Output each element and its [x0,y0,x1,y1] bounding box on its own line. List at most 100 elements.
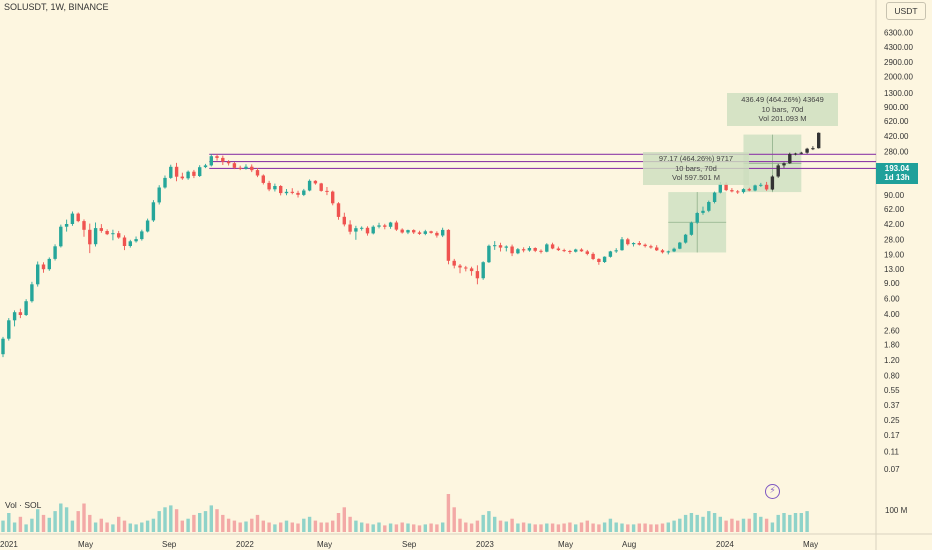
volume-bar [678,518,682,532]
volume-bar [255,514,260,532]
y-tick-label: 28.00 [884,236,905,245]
volume-bar [718,516,722,532]
volume-bar [770,522,775,532]
volume-axis-label: 100 M [885,506,908,515]
candle-body [1,338,5,355]
candle-body [412,230,416,233]
candle-body [764,184,769,190]
volume-bar [701,516,705,532]
volume-bar [545,523,549,532]
y-tick-label: 9.00 [884,279,900,288]
candle-body [695,213,699,223]
candle-body [360,227,364,229]
candle-body [163,177,167,188]
candle-body [602,256,607,262]
candle-body [539,250,543,252]
candle-body [279,186,283,194]
candle-body [307,180,312,191]
volume-bar [273,524,277,532]
candle-body [371,226,375,234]
volume-bar [730,518,734,532]
y-tick-label: 0.80 [884,372,900,381]
volume-bar [336,513,341,532]
candle-body [550,244,555,249]
volume-bar [99,518,103,532]
volume-bar [203,511,208,532]
lightning-icon[interactable]: ⚡ [765,484,780,499]
x-tick-label: Sep [162,540,177,549]
candle-body [30,284,34,302]
x-tick-label: 2022 [236,540,254,549]
volume-bar [689,513,694,532]
volume-bar [458,518,462,532]
y-tick-label: 0.07 [884,465,900,474]
candle-body [336,203,341,217]
measure-box-1[interactable]: 97.17 (464.26%) 9717 10 bars, 70d Vol 59… [643,152,749,185]
volume-bar [371,524,375,532]
candle-body [151,202,156,221]
volume-bar [36,509,40,532]
candle-body [117,233,121,238]
volume-bar [360,522,364,532]
candle-body [793,153,798,155]
volume-bar [695,514,699,532]
volume-bar [388,523,393,532]
x-tick-label: May [317,540,332,549]
candle-body [441,229,445,236]
symbol-title: SOLUSDT, 1W, BINANCE [4,2,109,12]
volume-bar [342,507,346,532]
candle-body [319,183,323,191]
candle-body [215,156,219,158]
candle-body [481,262,485,279]
volume-bar [504,521,508,532]
volume-bar [521,522,526,532]
volume-bar [354,520,358,532]
volume-bar [574,524,578,532]
candle-body [429,231,433,233]
volume-bar [319,522,323,532]
volume-bar [70,520,75,532]
volume-bar [331,520,335,532]
volume-bar [284,520,289,532]
measure-box-1-volume: Vol 597.501 M [672,173,720,182]
candle-body [707,202,711,211]
candle-body [626,239,630,245]
candle-body [643,244,647,247]
volume-bar [30,518,34,532]
candle-body [203,165,208,168]
candle-body [666,251,670,253]
volume-bar [105,522,109,532]
measure-box-2[interactable]: 436.49 (464.26%) 43649 10 bars, 70d Vol … [727,93,838,126]
volume-bar [82,503,86,532]
y-tick-label: 62.00 [884,205,905,214]
volume-bar [614,522,618,532]
candle-body [273,186,277,190]
candle-body [805,148,809,153]
y-tick-label: 19.00 [884,250,905,259]
volume-bar [400,522,404,532]
volume-bar [452,507,456,532]
y-tick-label: 2900.00 [884,58,913,67]
volume-bar [579,522,584,532]
measure-box-1-bars: 10 bars, 70d [675,163,717,173]
volume-bar [279,522,283,532]
measure-box-2-change: 436.49 (464.26%) 43649 [741,95,824,104]
y-tick-label: 2000.00 [884,72,913,81]
currency-button[interactable]: USDT [886,2,926,20]
x-tick-label: Aug [622,540,636,549]
volume-bar [64,507,69,532]
volume-bar [568,522,572,532]
volume-bar [608,518,613,532]
volume-bar [441,522,445,532]
y-tick-label: 4300.00 [884,43,913,52]
measure-box-2-volume: Vol 201.093 M [758,114,807,123]
volume-bar [140,522,144,532]
y-tick-label: 2.60 [884,327,900,336]
candle-body [250,166,254,171]
candle-body [759,184,763,186]
volume-bar [556,524,561,532]
candle-body [464,267,468,269]
candle-body [267,182,271,190]
volume-bar [782,513,786,532]
